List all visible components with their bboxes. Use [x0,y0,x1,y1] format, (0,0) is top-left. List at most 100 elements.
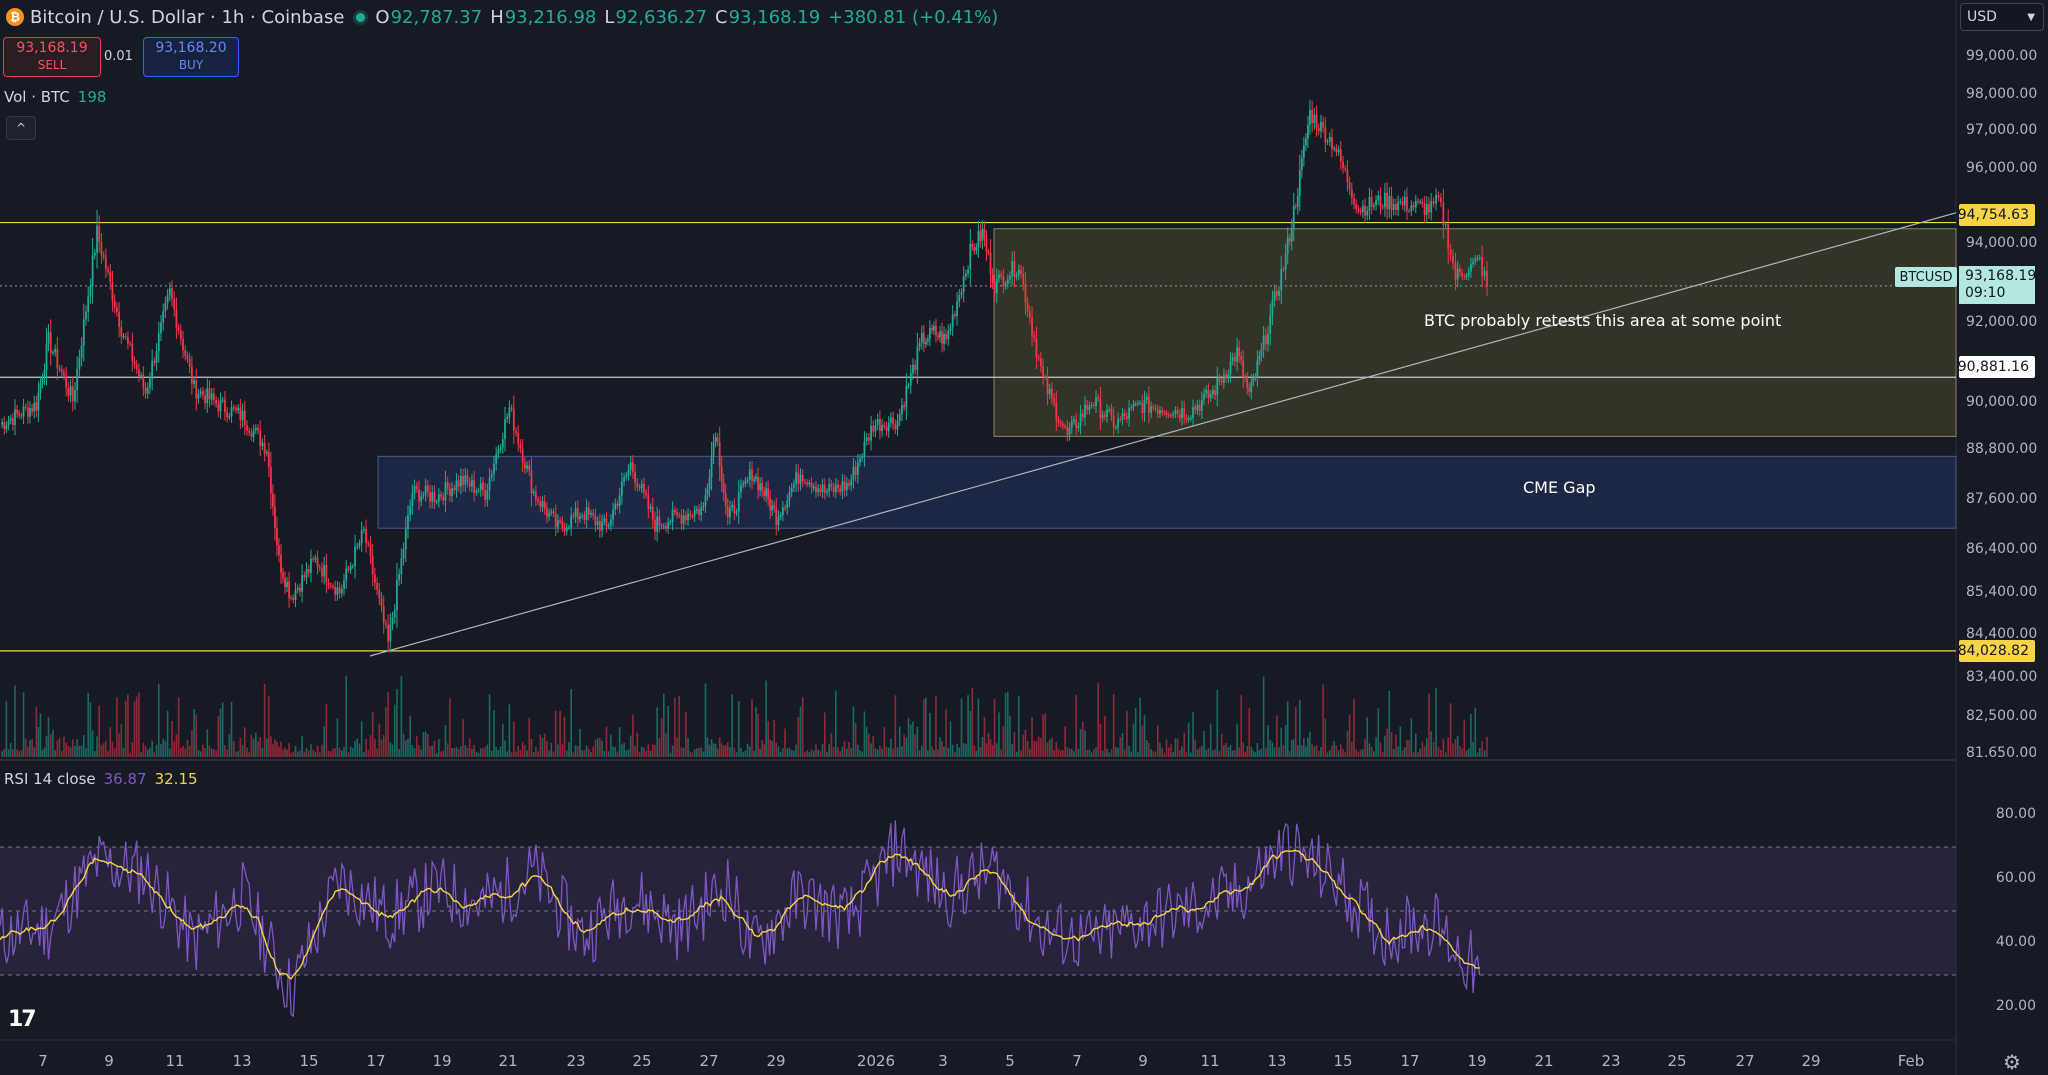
candle-body [237,407,240,411]
time-tick: 25 [1667,1052,1687,1070]
candle-body [995,278,998,294]
volume-bar [775,742,778,757]
volume-legend[interactable]: Vol · BTC 198 [4,88,106,106]
volume-bar [1412,751,1415,757]
volume-bar [140,752,142,757]
candle-body [839,488,842,492]
quantity-value[interactable]: 0.01 [104,49,133,64]
volume-bar [1117,747,1119,757]
candle-body [528,465,531,471]
volume-bar [235,751,237,757]
candle-body [382,606,385,623]
time-tick: 29 [766,1052,786,1070]
volume-bar [94,751,96,757]
volume-bar [191,730,193,757]
cme-gap-annotation[interactable]: CME Gap [1523,478,1596,497]
candle-body [14,409,16,425]
volume-bar [457,749,460,757]
volume-bar [43,747,46,757]
volume-bar [1355,749,1358,757]
retest-annotation[interactable]: BTC probably retests this area at some p… [1424,311,1782,330]
volume-bar [1145,740,1148,757]
candle-body [1273,291,1276,301]
volume-bar [1452,743,1454,757]
volume-bar [1022,734,1025,757]
candle-body [440,494,442,497]
candle-body [720,466,723,482]
buy-button[interactable]: 93,168.20 BUY [143,37,239,77]
candle-body [1298,169,1301,196]
volume-bar [343,746,345,757]
volume-bar [861,751,864,757]
candle-body [1442,202,1445,226]
volume-bar [954,751,956,757]
close-label: C [714,6,728,28]
candle-body [102,254,105,258]
currency-select[interactable]: USD ▼ [1960,3,2044,31]
candle-body [162,311,165,323]
volume-bar [1290,739,1293,757]
volume-bar [757,713,759,757]
volume-bar [270,736,272,757]
collapse-legend-button[interactable]: ^ [6,116,36,140]
volume-bar [603,751,606,757]
volume-bar [1077,748,1080,757]
candle-body [499,447,502,450]
volume-bar [12,748,14,757]
volume-bar [173,741,176,757]
candle-body [1435,195,1437,204]
volume-bar [1203,731,1205,757]
tradingview-logo[interactable]: 17 [8,1007,37,1032]
volume-bar [389,742,392,757]
volume-bar [338,747,341,757]
candle-body [1101,414,1104,419]
candle-body [464,475,467,485]
volume-bar [1137,751,1139,757]
candle-body [1456,268,1459,280]
gear-icon[interactable]: ⚙ [2003,1050,2021,1074]
volume-bar [1110,749,1113,757]
candle-body [380,598,383,607]
volume-bar [623,742,625,757]
volume-bar [777,746,780,757]
candle-body [33,402,36,412]
rsi-legend[interactable]: RSI 14 close 36.87 32.15 [4,770,198,788]
volume-bar [1309,731,1311,757]
volume-bar [1254,752,1257,757]
candle-body [795,472,797,484]
candle-body [557,520,559,528]
rsi-tick: 80.00 [1995,806,2036,822]
candle-body [874,424,877,432]
volume-bar [1128,746,1130,757]
volume-bar [610,734,612,757]
candle-body [195,380,198,399]
candle-body [951,314,954,328]
candle-body [1154,407,1157,410]
volume-bar [660,718,663,757]
volume-bar [1181,746,1183,757]
candle-body [799,474,802,484]
volume-bar [286,749,288,757]
candle-body [358,543,361,546]
candle-body [193,380,195,384]
volume-bar [182,745,184,757]
price-tick: 98,000.00 [1966,86,2038,102]
candle-body [37,392,40,411]
volume-bar [1104,715,1106,757]
candle-body [235,408,237,411]
symbol-header[interactable]: ₿ Bitcoin / U.S. Dollar · 1h · Coinbase … [6,6,998,28]
candle-body [1428,203,1430,213]
sell-button[interactable]: 93,168.19 SELL [3,37,101,77]
volume-bar [504,740,506,757]
candle-body [1331,136,1333,149]
candle-body [985,239,988,252]
volume-bar [67,745,70,757]
close-value: 93,168.19 [728,6,821,28]
candle-body [979,231,982,241]
volume-bar [1305,746,1307,757]
symbol-title[interactable]: Bitcoin / U.S. Dollar · 1h · Coinbase [30,6,345,28]
candle-body [1196,404,1199,411]
candle-body [775,508,778,525]
candle-body [1119,418,1122,420]
